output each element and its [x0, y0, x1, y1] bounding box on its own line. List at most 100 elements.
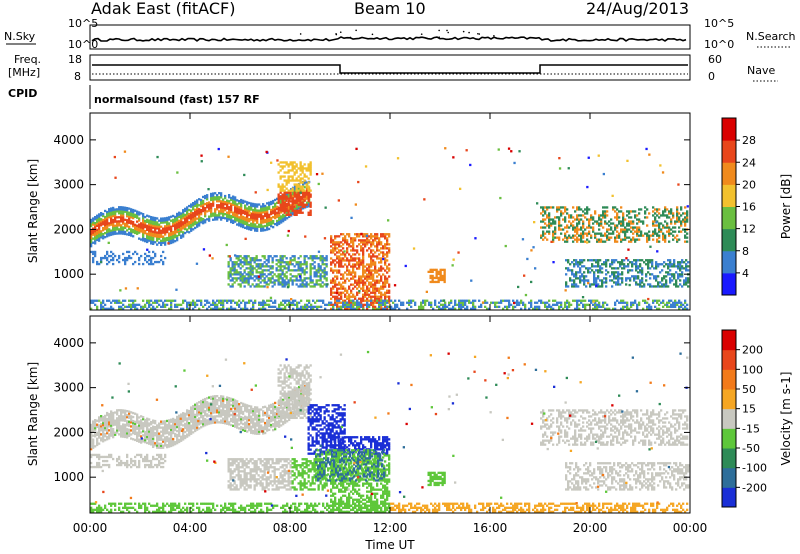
heatmap-cell: [144, 418, 147, 422]
heatmap-cell: [128, 299, 131, 302]
heatmap-cell: [264, 210, 267, 214]
heatmap-cell: [269, 296, 273, 300]
heatmap-cell: [348, 303, 351, 307]
heatmap-cell: [608, 238, 611, 241]
heatmap-cell: [574, 234, 577, 237]
heatmap-cell: [142, 426, 145, 429]
heatmap-cell: [232, 219, 235, 223]
heatmap-cell: [672, 230, 675, 233]
heatmap-cell: [200, 303, 203, 307]
heatmap-cell: [258, 203, 261, 206]
heatmap-cell: [92, 438, 95, 441]
heatmap-cell: [604, 240, 607, 243]
heatmap-cell: [250, 212, 253, 215]
heatmap-cell: [437, 278, 440, 282]
heatmap-cell: [534, 305, 537, 309]
heatmap-cell: [685, 281, 688, 284]
heatmap-cell: [289, 269, 292, 272]
heatmap-cell: [184, 207, 187, 211]
heatmap-cell: [255, 277, 258, 280]
heatmap-cell: [474, 305, 477, 309]
heatmap-cell: [587, 259, 590, 262]
heatmap-cell: [650, 305, 653, 309]
heatmap-cell: [112, 218, 115, 222]
heatmap-cell: [384, 293, 387, 296]
heatmap-cell: [323, 271, 326, 274]
heatmap-cell: [362, 271, 365, 274]
heatmap-cell: [356, 245, 359, 248]
heatmap-cell: [360, 287, 363, 290]
heatmap-cell: [656, 234, 659, 237]
heatmap-cell: [248, 218, 251, 221]
heatmap-cell: [230, 220, 233, 224]
heatmap-cell: [303, 255, 306, 258]
heatmap-cell: [568, 234, 571, 237]
heatmap-cell: [120, 220, 123, 223]
heatmap-cell: [262, 217, 265, 220]
heatmap-cell: [112, 411, 115, 415]
heatmap-cell: [156, 227, 159, 230]
heatmap-cell: [340, 293, 343, 296]
heatmap-cell: [639, 281, 642, 284]
heatmap-cell: [632, 210, 635, 213]
heatmap-cell: [300, 305, 303, 309]
heatmap-cell: [305, 281, 308, 284]
heatmap-cell: [683, 283, 686, 286]
heatmap-cell: [295, 185, 298, 188]
heatmap-cell: [202, 195, 205, 199]
heatmap-cell: [293, 193, 296, 196]
heatmap-cell: [186, 307, 189, 311]
heatmap-cell: [220, 194, 223, 197]
heatmap-cell: [630, 216, 633, 219]
heatmap-cell: [629, 261, 632, 264]
heatmap-cell: [573, 281, 576, 284]
heatmap-cell: [136, 435, 139, 438]
heatmap-cell: [647, 261, 650, 264]
heatmap-cell: [654, 228, 657, 231]
heatmap-cell: [128, 225, 131, 229]
heatmap-cell: [248, 201, 251, 205]
heatmap-cell: [240, 307, 243, 311]
heatmap-cell: [286, 286, 290, 289]
heatmap-cell: [167, 242, 170, 245]
heatmap-cell: [114, 176, 117, 179]
heatmap-cell: [346, 273, 349, 276]
heatmap-cell: [674, 222, 677, 225]
heatmap-cell: [663, 261, 666, 264]
heatmap-cell: [386, 237, 389, 240]
heatmap-cell: [140, 212, 143, 215]
heatmap-cell: [236, 217, 239, 220]
heatmap-cell: [384, 295, 387, 298]
heatmap-cell: [352, 305, 355, 309]
heatmap-cell: [208, 215, 211, 218]
heatmap-cell: [142, 225, 145, 228]
heatmap-cell: [313, 267, 316, 270]
heatmap-cell: [582, 222, 585, 225]
heatmap-cell: [214, 218, 217, 221]
heatmap-cell: [686, 216, 689, 219]
heatmap-cell: [474, 299, 477, 302]
heatmap-cell: [90, 442, 93, 445]
heatmap-cell: [368, 247, 371, 250]
heatmap-cell: [356, 305, 359, 309]
heatmap-cell: [260, 225, 263, 228]
heatmap-cell: [640, 208, 643, 211]
heatmap-cell: [94, 299, 97, 302]
heatmap-cell: [98, 262, 101, 266]
heatmap-cell: [346, 241, 349, 244]
heatmap-cell: [254, 219, 257, 222]
heatmap-cell: [273, 279, 276, 282]
heatmap-cell: [214, 214, 217, 217]
heatmap-cell: [484, 299, 487, 302]
heatmap-cell: [255, 275, 258, 278]
heatmap-cell: [570, 214, 573, 217]
heatmap-cell: [156, 243, 159, 246]
heatmap-cell: [630, 303, 633, 307]
heatmap-cell: [250, 214, 253, 217]
heatmap-cell: [653, 285, 656, 288]
heatmap-cell: [422, 307, 425, 311]
heatmap-cell: [229, 271, 232, 274]
heatmap-cell: [180, 234, 183, 237]
heatmap-cell: [210, 204, 213, 208]
heatmap-cell: [558, 208, 561, 211]
